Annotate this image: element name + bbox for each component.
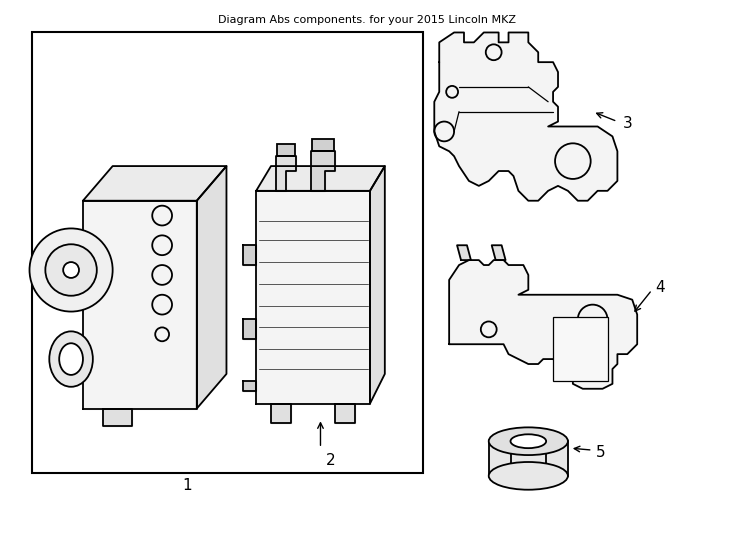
Polygon shape <box>449 260 637 389</box>
Ellipse shape <box>59 343 83 375</box>
Bar <box>311 139 335 151</box>
Polygon shape <box>492 245 506 260</box>
Circle shape <box>63 262 79 278</box>
Bar <box>553 316 608 381</box>
Circle shape <box>46 244 97 296</box>
Polygon shape <box>103 409 132 427</box>
Ellipse shape <box>489 462 568 490</box>
Polygon shape <box>370 166 385 403</box>
Polygon shape <box>83 201 197 409</box>
Text: 3: 3 <box>622 116 632 131</box>
Polygon shape <box>435 32 617 201</box>
Text: Diagram Abs components. for your 2015 Lincoln MKZ: Diagram Abs components. for your 2015 Li… <box>218 15 516 25</box>
Bar <box>489 441 568 476</box>
Polygon shape <box>335 403 355 423</box>
Text: 1: 1 <box>182 478 192 493</box>
Ellipse shape <box>489 427 568 455</box>
Bar <box>277 144 295 156</box>
Polygon shape <box>243 245 256 265</box>
Polygon shape <box>197 166 227 409</box>
Polygon shape <box>256 191 370 403</box>
Polygon shape <box>457 245 471 260</box>
Ellipse shape <box>511 434 546 448</box>
Polygon shape <box>310 151 335 191</box>
Bar <box>32 32 424 473</box>
Polygon shape <box>243 381 256 391</box>
Text: 4: 4 <box>655 280 664 295</box>
Ellipse shape <box>49 332 92 387</box>
Text: 5: 5 <box>595 444 606 460</box>
Text: 2: 2 <box>325 453 335 468</box>
Circle shape <box>29 228 112 312</box>
Polygon shape <box>83 166 227 201</box>
Polygon shape <box>276 156 296 191</box>
Polygon shape <box>256 166 385 191</box>
Polygon shape <box>243 320 256 339</box>
Polygon shape <box>271 403 291 423</box>
